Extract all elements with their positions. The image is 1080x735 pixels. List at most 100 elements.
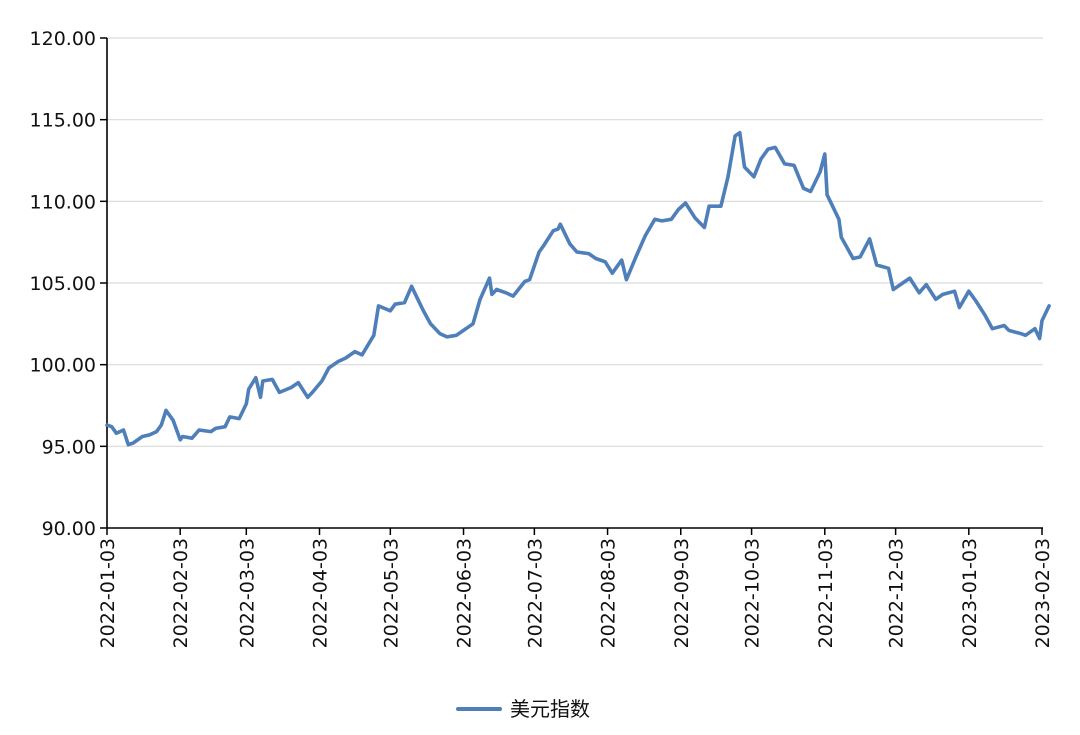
data-point [727, 176, 729, 178]
data-point [429, 323, 431, 325]
data-point [684, 202, 686, 204]
data-point [271, 378, 273, 380]
x-tick-label: 2022-07-03 [524, 538, 546, 648]
data-point [925, 283, 927, 285]
data-point [413, 290, 415, 292]
data-point [840, 236, 842, 238]
data-point [181, 435, 183, 437]
data-point [172, 419, 174, 421]
data-point [852, 257, 854, 259]
data-point [720, 205, 722, 207]
y-tick-label: 110.00 [30, 191, 96, 213]
data-point [984, 315, 986, 317]
data-point [238, 417, 240, 419]
data-point [654, 218, 656, 220]
data-point [611, 272, 613, 274]
data-point [255, 377, 257, 379]
y-tick-label: 105.00 [30, 273, 96, 295]
x-tick-label: 2022-03-03 [236, 538, 258, 648]
data-point [909, 277, 911, 279]
data-point [644, 234, 646, 236]
data-point [1038, 337, 1040, 339]
data-point [328, 367, 330, 369]
data-point [694, 217, 696, 219]
x-tick-label: 2022-05-03 [380, 538, 402, 648]
data-point [819, 171, 821, 173]
data-point [491, 293, 493, 295]
data-point [403, 301, 405, 303]
data-point [248, 388, 250, 390]
data-point [635, 256, 637, 258]
data-point [462, 329, 464, 331]
x-tick-label: 2022-09-03 [671, 538, 693, 648]
data-point [259, 396, 261, 398]
data-point [968, 290, 970, 292]
data-point [528, 279, 530, 281]
data-point [1034, 328, 1036, 330]
data-point [512, 295, 514, 297]
data-point [122, 429, 124, 431]
x-tick-label: 2022-02-03 [170, 538, 192, 648]
data-point [377, 305, 379, 307]
data-point [621, 259, 623, 261]
data-point [953, 290, 955, 292]
data-point [557, 228, 559, 230]
data-point [887, 267, 889, 269]
data-point [132, 442, 134, 444]
data-point [824, 153, 826, 155]
x-tick-label: 2022-01-03 [97, 538, 119, 648]
x-tick-label: 2022-11-03 [815, 538, 837, 648]
series-layer [105, 130, 1051, 447]
series-line-0 [105, 130, 1051, 447]
data-point [155, 430, 157, 432]
data-point [767, 148, 769, 150]
data-point [1041, 319, 1043, 321]
data-point [191, 437, 193, 439]
data-point [179, 439, 181, 441]
data-point [991, 328, 993, 330]
x-tick-label: 2022-04-03 [310, 538, 332, 648]
data-point [111, 426, 113, 428]
x-tick-label: 2023-02-03 [1032, 538, 1054, 648]
data-point [472, 323, 474, 325]
data-point [160, 424, 162, 426]
data-point [455, 334, 457, 336]
x-tick-label: 2022-08-03 [598, 538, 620, 648]
data-point [410, 285, 412, 287]
data-point [354, 350, 356, 352]
y-tick-label: 90.00 [42, 518, 96, 540]
data-point [278, 391, 280, 393]
data-point [604, 261, 606, 263]
data-point [495, 288, 497, 290]
data-point [127, 444, 129, 446]
data-point [902, 282, 904, 284]
data-point [559, 223, 561, 225]
data-point [524, 280, 526, 282]
x-tick-label: 2022-12-03 [886, 538, 908, 648]
data-point [753, 176, 755, 178]
data-point [1024, 334, 1026, 336]
data-point [214, 427, 216, 429]
data-point [708, 205, 710, 207]
data-point [774, 146, 776, 148]
data-point [802, 187, 804, 189]
y-tick-label: 115.00 [30, 110, 96, 132]
y-tick-labels: 90.00 95.00 100.00 105.00 110.00 115.00 120.00 [30, 28, 96, 540]
data-point [958, 306, 960, 308]
data-point [262, 380, 264, 382]
data-point [439, 332, 441, 334]
data-point [148, 434, 150, 436]
data-point [344, 357, 346, 359]
data-point [739, 132, 741, 134]
data-point [337, 360, 339, 362]
data-point [743, 166, 745, 168]
data-point [868, 238, 870, 240]
data-point [588, 252, 590, 254]
data-point [1003, 324, 1005, 326]
x-tick-labels: 2022-01-03 2022-02-03 2022-03-03 2022-04-03… [97, 538, 1054, 648]
data-point [115, 432, 117, 434]
data-point [783, 163, 785, 165]
data-point [307, 396, 309, 398]
